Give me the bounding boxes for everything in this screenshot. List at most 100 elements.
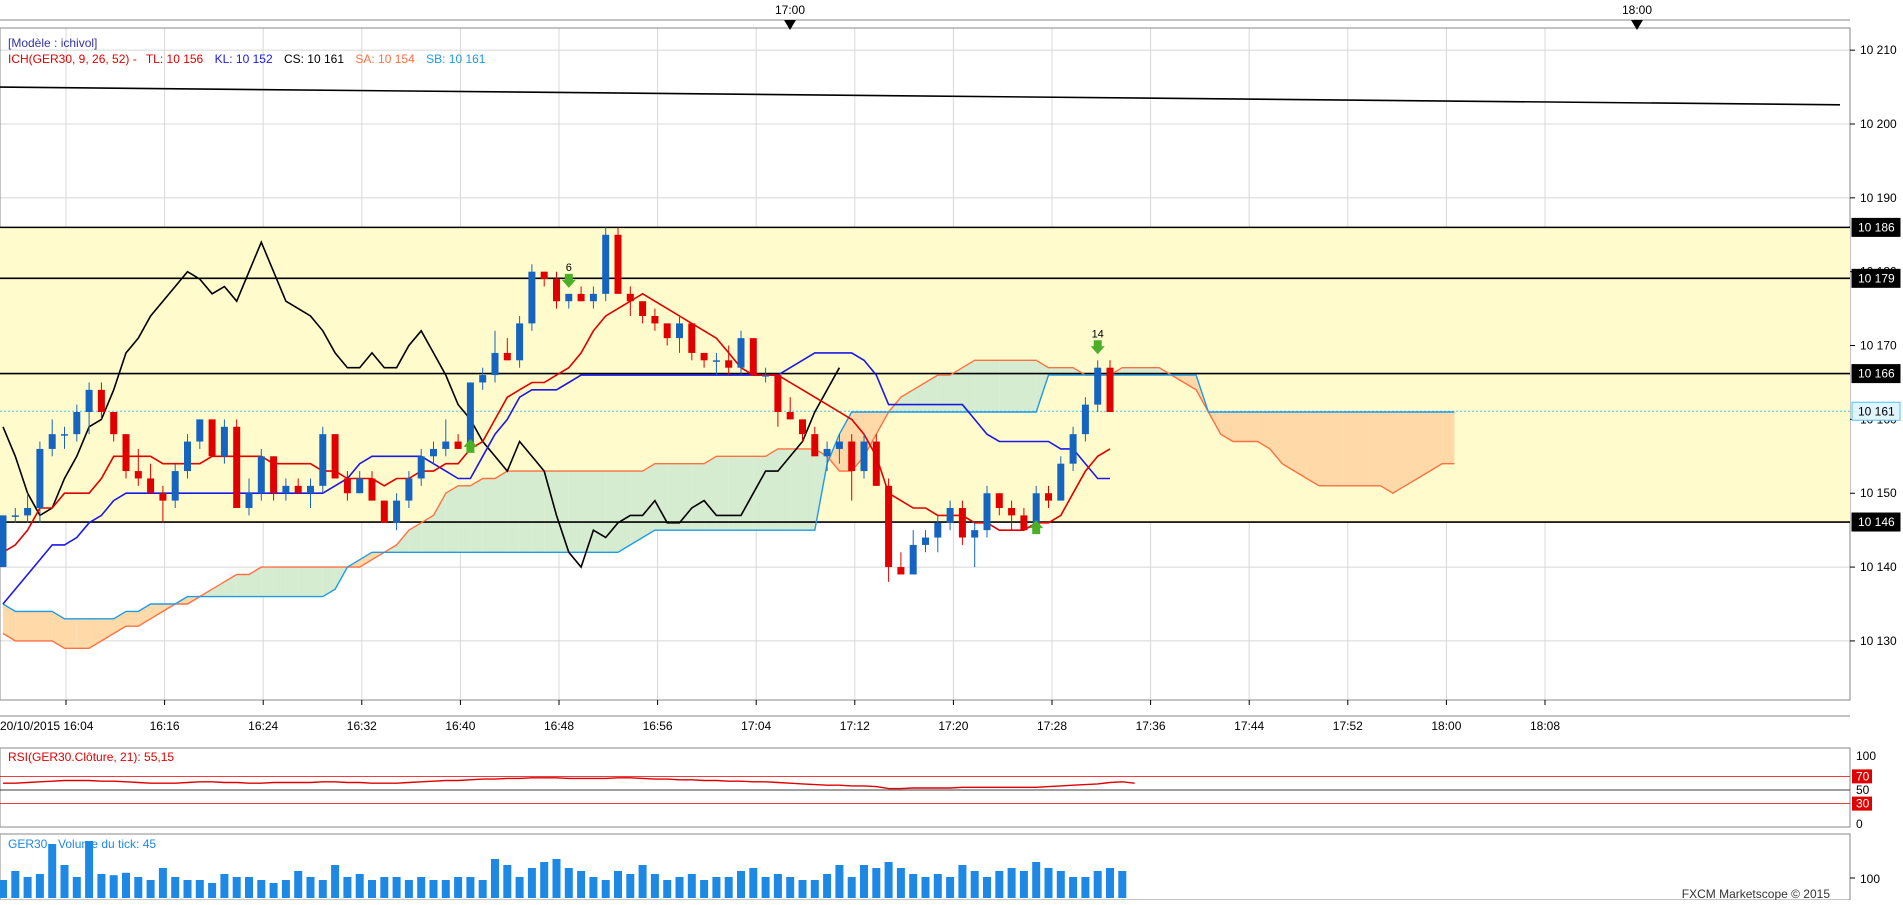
candle-body — [11, 515, 19, 517]
candle-body — [48, 434, 56, 449]
candle-body — [184, 441, 191, 472]
cloud-segment — [1429, 412, 1443, 472]
candle-body — [922, 537, 929, 545]
volume-bar — [331, 865, 340, 898]
cloud-segment — [716, 456, 729, 531]
cloud-segment — [630, 471, 643, 545]
signal-label: 6 — [566, 262, 572, 274]
volume-bar — [245, 877, 253, 898]
candle-body — [405, 478, 413, 501]
top-marker-triangle — [784, 20, 796, 30]
candle-body — [0, 515, 7, 568]
volume-axis-tick: 100 — [1860, 872, 1880, 886]
cloud-segment — [322, 567, 336, 597]
candle-body — [712, 360, 720, 362]
rsi-label: RSI(GER30.Clôture, 21): 55,15 — [8, 750, 174, 764]
volume-bar — [281, 880, 290, 898]
cloud-segment — [458, 485, 471, 553]
model-label: [Modèle : ichivol] — [8, 36, 97, 50]
candle-body — [356, 478, 364, 494]
candle-body — [909, 544, 917, 575]
candle-body — [848, 441, 856, 472]
cloud-segment — [728, 456, 741, 531]
cloud-segment — [974, 360, 987, 412]
cloud-segment — [531, 471, 545, 553]
kijun-line — [2, 352, 1110, 605]
cloud-segment — [39, 611, 53, 641]
volume-bar — [60, 865, 69, 898]
candle-body — [774, 375, 782, 412]
sb-label: SB: 10 161 — [426, 52, 486, 66]
volume-bar — [1044, 868, 1053, 898]
candle-body — [1081, 404, 1089, 435]
cloud-segment — [1245, 412, 1258, 442]
x-tick-label: 16:32 — [347, 719, 377, 733]
cloud-segment — [150, 604, 163, 619]
cloud-segment — [1343, 412, 1356, 486]
price-label: 10 146 — [1858, 515, 1895, 529]
price-label: 10 161 — [1858, 404, 1895, 418]
volume-bar — [983, 877, 991, 898]
volume-bar — [614, 871, 622, 898]
candle-body — [171, 471, 179, 501]
x-tick-label: 16:56 — [643, 719, 673, 733]
candle-body — [331, 434, 339, 479]
volume-bar — [761, 877, 770, 898]
volume-bar — [380, 877, 389, 898]
volume-bar — [515, 877, 524, 898]
candle-body — [1069, 434, 1077, 464]
candle-body — [639, 301, 647, 316]
signal-arrow-up — [463, 438, 478, 453]
candle-body — [491, 352, 499, 376]
cloud-segment — [249, 567, 262, 597]
candle-body — [934, 522, 942, 538]
candle-body — [196, 419, 204, 442]
volume-bar — [884, 862, 893, 898]
candle-body — [479, 375, 487, 383]
signal-arrow-down — [561, 273, 576, 288]
volume-bar — [552, 859, 561, 898]
cloud-segment — [445, 485, 459, 553]
cloud-segment — [950, 367, 963, 412]
candle-body — [442, 441, 450, 449]
cloud-segment — [1306, 412, 1320, 486]
volume-bar — [626, 874, 635, 898]
candle-body — [73, 412, 81, 435]
candle-body — [233, 426, 241, 508]
cloud-segment — [1269, 412, 1283, 464]
cloud-segment — [101, 618, 114, 641]
volume-bar — [909, 874, 918, 898]
price-label: 10 179 — [1858, 271, 1895, 285]
candle-body — [860, 441, 868, 472]
cloud-segment — [298, 567, 311, 597]
volume-bar — [478, 880, 487, 898]
signal-arrows: 6 14 — [463, 262, 1105, 535]
cloud-segment — [1257, 412, 1270, 449]
volume-bar — [48, 844, 57, 898]
y-tick-label: 10 190 — [1860, 191, 1897, 205]
volume-bar — [72, 877, 81, 898]
volume-bar — [343, 877, 352, 898]
cloud-segment — [691, 463, 705, 531]
volume-bar — [970, 871, 979, 898]
y-tick-label: 10 130 — [1860, 634, 1897, 648]
candle-body — [897, 567, 905, 575]
cloud-segment — [1233, 412, 1246, 442]
volume-bar — [1032, 862, 1041, 898]
cloud-segment — [1220, 412, 1233, 442]
cloud-segment — [1331, 412, 1344, 486]
candle-body — [454, 441, 462, 449]
volume-bar — [872, 868, 881, 898]
cloud-segment — [27, 611, 40, 641]
volume-bar — [429, 880, 438, 898]
x-tick-label: 18:00 — [1431, 719, 1461, 733]
volume-bar — [700, 880, 709, 898]
cloud-segment — [605, 471, 618, 553]
cloud-segment — [777, 448, 791, 531]
volume-bar — [1118, 871, 1127, 898]
volume-bar — [958, 865, 967, 898]
candle-body — [159, 493, 167, 501]
volume-bar — [306, 877, 315, 898]
candle-body — [319, 434, 327, 486]
